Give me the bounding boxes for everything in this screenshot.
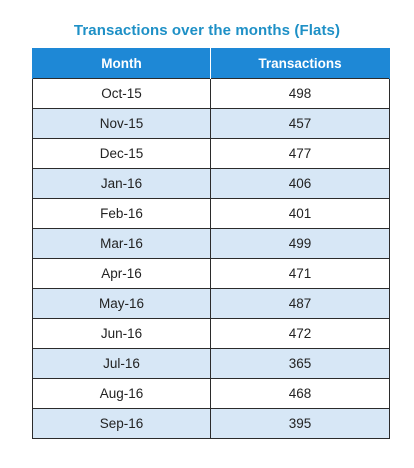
cell-month: Mar-16: [32, 228, 211, 259]
table-row: Nov-15 457: [32, 108, 390, 139]
table-row: Jun-16 472: [32, 318, 390, 349]
header-month: Month: [32, 48, 211, 79]
cell-transactions: 395: [210, 408, 390, 439]
table-row: Feb-16 401: [32, 198, 390, 229]
cell-month: Apr-16: [32, 258, 211, 289]
table-row: Mar-16 499: [32, 228, 390, 259]
cell-month: Jul-16: [32, 348, 211, 379]
cell-transactions: 406: [210, 168, 390, 199]
table-row: Aug-16 468: [32, 378, 390, 409]
table-row: Sep-16 395: [32, 408, 390, 439]
table-row: May-16 487: [32, 288, 390, 319]
cell-month: Dec-15: [32, 138, 211, 169]
cell-month: Jan-16: [32, 168, 211, 199]
cell-transactions: 498: [210, 78, 390, 109]
cell-transactions: 499: [210, 228, 390, 259]
cell-transactions: 487: [210, 288, 390, 319]
cell-transactions: 365: [210, 348, 390, 379]
transactions-table: Month Transactions Oct-15 498 Nov-15 457…: [32, 48, 390, 439]
table-header: Month Transactions: [32, 48, 390, 79]
cell-transactions: 401: [210, 198, 390, 229]
table-row: Oct-15 498: [32, 78, 390, 109]
cell-transactions: 477: [210, 138, 390, 169]
table-body: Oct-15 498 Nov-15 457 Dec-15 477 Jan-16 …: [32, 78, 390, 439]
cell-transactions: 457: [210, 108, 390, 139]
cell-month: Jun-16: [32, 318, 211, 349]
table-title: Transactions over the months (Flats): [73, 22, 341, 39]
cell-transactions: 468: [210, 378, 390, 409]
cell-month: May-16: [32, 288, 211, 319]
cell-transactions: 472: [210, 318, 390, 349]
cell-month: Sep-16: [32, 408, 211, 439]
cell-month: Aug-16: [32, 378, 211, 409]
table-row: Jan-16 406: [32, 168, 390, 199]
cell-transactions: 471: [210, 258, 390, 289]
cell-month: Feb-16: [32, 198, 211, 229]
table-row: Dec-15 477: [32, 138, 390, 169]
table-row: Apr-16 471: [32, 258, 390, 289]
header-row: Month Transactions: [32, 48, 390, 79]
table-row: Jul-16 365: [32, 348, 390, 379]
header-transactions: Transactions: [210, 48, 390, 79]
cell-month: Nov-15: [32, 108, 211, 139]
cell-month: Oct-15: [32, 78, 211, 109]
